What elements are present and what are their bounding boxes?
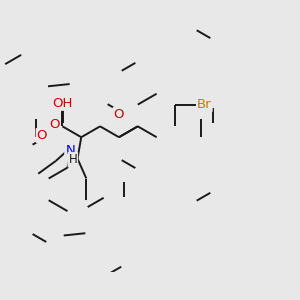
Text: N: N xyxy=(65,144,75,158)
Text: O: O xyxy=(37,129,47,142)
Text: O: O xyxy=(49,118,59,131)
Text: O: O xyxy=(114,108,124,121)
Text: Br: Br xyxy=(197,98,212,111)
Text: H: H xyxy=(68,153,77,166)
Text: OH: OH xyxy=(52,97,73,110)
